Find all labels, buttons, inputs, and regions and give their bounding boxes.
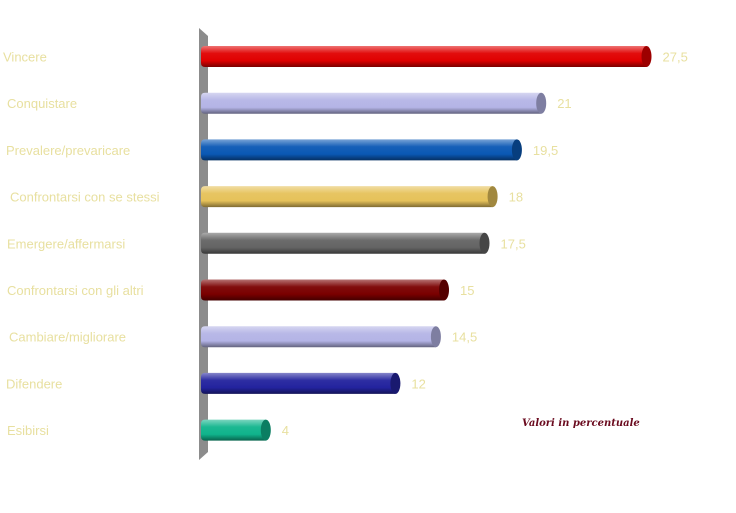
category-label-3: Prevalere/prevaricare [6,143,130,158]
category-label-1: Vincere [3,50,47,65]
bar-7 [201,326,436,348]
value-label-7: 14,5 [452,330,477,345]
category-label-9: Esibirsi [7,423,49,438]
value-label-6: 15 [460,283,474,298]
category-label-4: Confrontarsi con se stessi [10,190,160,205]
bar-2 [201,92,542,114]
bar-8 [201,372,396,394]
value-label-1: 27,5 [663,50,688,65]
category-label-5: Emergere/affermarsi [7,236,125,251]
value-label-8: 12 [411,376,425,391]
value-label-5: 17,5 [501,236,526,251]
bar-1 [201,46,647,67]
value-label-3: 19,5 [533,143,558,158]
category-label-8: Difendere [6,376,62,391]
bar-cap-8 [390,372,401,394]
bar-cap-2 [536,92,547,114]
bar-cap-3 [511,139,522,161]
bar-cap-9 [260,419,271,441]
bar-cap-6 [439,279,449,301]
bar-cap-4 [487,186,498,208]
category-label-7: Cambiare/migliorare [9,330,126,345]
category-label-2: Conquistare [7,96,77,111]
bar-5 [201,232,485,254]
category-label-6: Confrontarsi con gli altri [7,283,144,298]
value-label-9: 4 [282,423,289,438]
annotation-note: Valori in percentuale [522,418,640,429]
bar-3 [201,139,517,161]
bars [201,46,652,441]
bar-cap-7 [430,326,441,348]
bar-cap-1 [641,46,652,67]
category-labels: Vincere Conquistare Prevalere/prevaricare C… [3,50,160,439]
value-label-4: 18 [509,190,523,205]
value-label-2: 21 [557,96,571,111]
bar-cap-5 [479,232,490,254]
bar-4 [201,186,493,208]
value-labels: 27,5 21 19,5 18 17,5 15 14,5 12 4 [282,50,688,439]
bar-9 [201,419,266,441]
bar-6 [201,279,444,301]
